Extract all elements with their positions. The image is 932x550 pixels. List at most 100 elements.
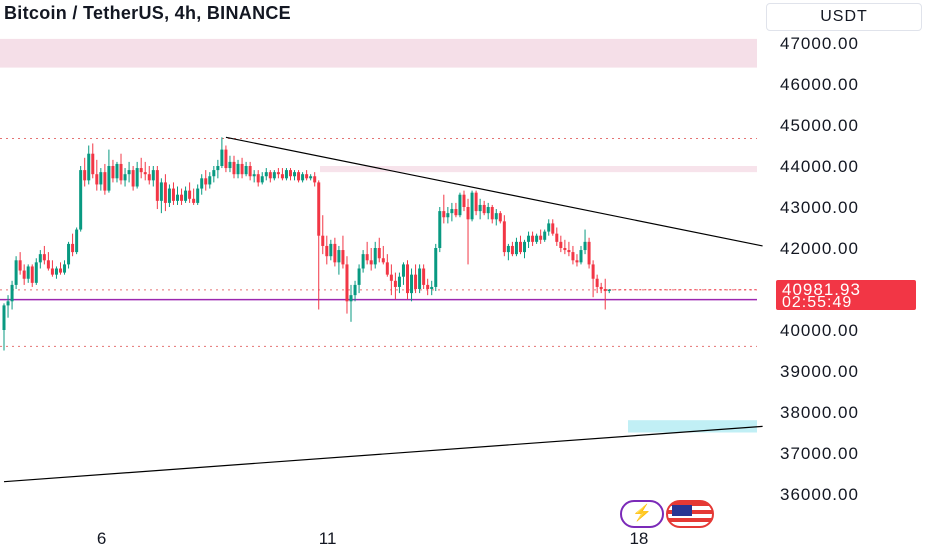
candle-body (91, 153, 95, 175)
candle-body (63, 264, 67, 273)
lightning-icon[interactable]: ⚡ (620, 500, 664, 528)
currency-selector[interactable]: USDT (766, 3, 922, 31)
candle-92 (373, 241, 377, 269)
candle-body (438, 211, 442, 248)
candle-36 (147, 166, 151, 185)
candle-105 (426, 278, 430, 296)
candle-body (119, 163, 123, 181)
candle-142 (575, 254, 579, 267)
candle-body (531, 235, 535, 242)
candle-85 (345, 256, 349, 314)
candle-81 (329, 239, 333, 261)
candle-body (389, 274, 393, 281)
candle-137 (555, 227, 559, 246)
candle-body (99, 172, 103, 185)
candle-93 (377, 237, 381, 263)
candle-body (284, 170, 288, 179)
candle-body (325, 245, 329, 257)
candle-118 (478, 198, 482, 220)
candle-83 (337, 245, 341, 275)
candle-43 (176, 186, 180, 205)
candle-body (268, 172, 272, 179)
candle-body (349, 295, 353, 302)
candle-63 (256, 170, 260, 187)
candle-body (377, 248, 381, 259)
price-tick-label: 45000.00 (780, 116, 859, 135)
horizontal-levels (0, 138, 757, 347)
candle-115 (466, 198, 470, 265)
candle-38 (155, 166, 159, 210)
last-price-value: 40981.93 (782, 280, 861, 299)
candle-134 (543, 229, 547, 242)
candle-body (103, 172, 107, 191)
candle-5 (22, 264, 26, 285)
candle-body (401, 264, 405, 277)
price-tick-label: 39000.00 (780, 362, 859, 381)
us-flag-icon[interactable] (666, 500, 714, 528)
candle-body (34, 262, 38, 283)
candle-45 (184, 186, 188, 203)
candle-9 (38, 250, 42, 269)
candle-body (414, 274, 418, 289)
candle-body (155, 170, 159, 201)
candle-body (115, 163, 119, 179)
candle-body (450, 209, 454, 214)
candle-body (381, 258, 385, 263)
candle-55 (224, 145, 228, 173)
candle-body (18, 260, 22, 271)
candle-136 (551, 219, 555, 236)
candle-body (252, 174, 256, 177)
candle-body (26, 266, 30, 279)
price-axis[interactable]: 47000.00 46000.00 45000.00 44000.00 43000.00… (780, 34, 859, 504)
candle-138 (559, 235, 563, 253)
candle-body (50, 268, 54, 275)
candle-150 (607, 289, 611, 294)
candle-body (478, 204, 482, 212)
candle-53 (216, 159, 220, 179)
candle-body (127, 170, 131, 175)
candle-body (208, 176, 212, 185)
candle-95 (385, 254, 389, 277)
candle-body (506, 245, 510, 253)
candle-4 (18, 252, 22, 275)
candle-body (482, 204, 486, 214)
candle-51 (208, 172, 212, 189)
candle-6 (26, 264, 30, 283)
candle-body (14, 260, 18, 285)
candle-body (494, 213, 498, 220)
candle-107 (434, 243, 438, 292)
candle-body (595, 278, 599, 287)
candle-body (272, 172, 276, 179)
candle-52 (212, 166, 216, 183)
candle-body (224, 149, 228, 169)
candle-129 (523, 239, 527, 259)
candle-23 (95, 159, 99, 191)
candle-body (220, 149, 224, 166)
candle-143 (579, 245, 583, 265)
candle-103 (418, 264, 422, 294)
candle-body (462, 194, 466, 207)
candle-body (83, 170, 87, 181)
candle-124 (502, 215, 506, 257)
badges: ⚡ (620, 500, 718, 528)
candle-13 (54, 266, 58, 279)
price-tick-label: 46000.00 (780, 75, 859, 94)
time-axis[interactable]: 6 11 18 (97, 529, 649, 548)
candle-body (46, 260, 50, 269)
candle-78 (317, 180, 321, 310)
candle-body (446, 213, 450, 218)
candle-123 (498, 211, 502, 224)
candle-30 (123, 168, 127, 187)
candle-82 (333, 237, 337, 267)
candle-12 (50, 260, 54, 277)
candle-body (599, 286, 603, 289)
time-tick-label: 18 (629, 529, 648, 548)
candle-125 (506, 243, 510, 261)
candle-57 (232, 155, 236, 179)
candle-94 (381, 245, 385, 265)
candle-body (87, 153, 91, 181)
candle-106 (430, 280, 434, 296)
candle-body (192, 198, 196, 203)
candle-68 (276, 168, 280, 179)
